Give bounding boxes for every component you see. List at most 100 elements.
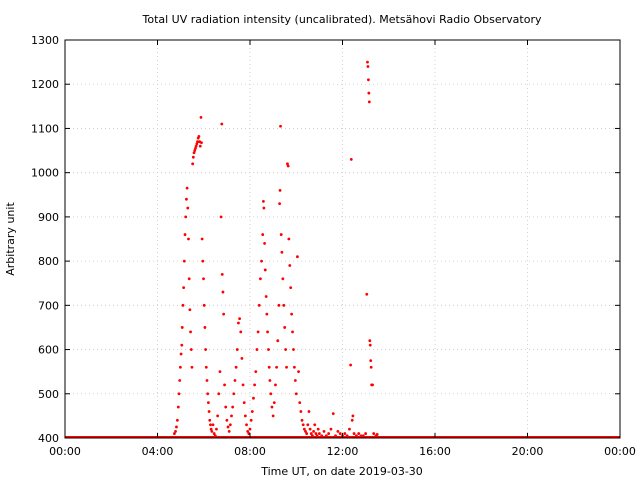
data-point xyxy=(187,277,191,281)
data-point xyxy=(266,330,269,334)
data-point xyxy=(279,233,283,236)
data-point xyxy=(211,423,215,427)
data-point xyxy=(349,158,353,161)
data-point xyxy=(269,392,273,396)
data-point xyxy=(177,392,181,396)
x-tick-label: 12:00 xyxy=(327,445,359,458)
data-point xyxy=(260,259,263,263)
data-point xyxy=(202,277,205,281)
data-point xyxy=(278,188,282,192)
data-point xyxy=(223,383,226,387)
data-point xyxy=(285,365,288,369)
data-point xyxy=(172,432,176,435)
data-point xyxy=(212,432,216,435)
data-point xyxy=(192,151,196,155)
data-point xyxy=(275,365,278,369)
data-point xyxy=(250,410,254,413)
data-point xyxy=(213,434,217,438)
data-point xyxy=(216,414,220,418)
data-point xyxy=(311,434,314,438)
data-point xyxy=(180,326,184,329)
data-point xyxy=(367,91,371,95)
data-point xyxy=(294,392,298,396)
data-point xyxy=(176,405,180,409)
y-tick-label: 900 xyxy=(38,211,59,224)
chart-title: Total UV radiation intensity (uncalibrat… xyxy=(142,13,542,26)
data-point xyxy=(305,432,309,435)
data-point xyxy=(254,370,258,374)
data-point xyxy=(261,233,265,236)
data-point xyxy=(227,429,231,433)
data-point xyxy=(296,255,299,259)
data-point xyxy=(350,418,354,422)
data-point xyxy=(298,401,302,405)
data-point xyxy=(274,383,277,387)
data-point xyxy=(262,200,265,203)
grid xyxy=(65,40,620,438)
data-point xyxy=(183,233,187,236)
y-tick-label: 600 xyxy=(38,344,59,357)
x-tick-label: 00:00 xyxy=(604,445,636,458)
data-point xyxy=(219,215,223,219)
data-point xyxy=(222,312,226,316)
data-point xyxy=(369,359,373,363)
data-point xyxy=(228,423,232,427)
data-point xyxy=(180,343,184,347)
data-point xyxy=(189,330,192,334)
data-point xyxy=(246,429,250,433)
data-point xyxy=(187,237,190,241)
data-point xyxy=(367,78,370,82)
data-points xyxy=(172,60,379,438)
data-point xyxy=(268,379,272,382)
data-point xyxy=(194,146,197,150)
data-point xyxy=(334,434,337,438)
data-point xyxy=(315,434,319,438)
data-point xyxy=(225,418,229,422)
data-point xyxy=(343,432,347,435)
data-point xyxy=(331,412,335,416)
data-point xyxy=(307,410,311,413)
data-point xyxy=(234,365,238,369)
data-point xyxy=(322,429,326,433)
data-point xyxy=(182,259,186,263)
y-tick-label: 800 xyxy=(38,255,59,268)
data-point xyxy=(283,326,287,329)
data-point xyxy=(270,405,274,409)
data-point xyxy=(300,418,304,422)
data-point xyxy=(200,237,204,241)
data-point xyxy=(375,433,379,436)
data-point xyxy=(263,242,266,245)
y-tick-label: 1000 xyxy=(31,167,59,180)
data-point xyxy=(181,303,185,307)
data-point xyxy=(349,363,352,367)
data-point xyxy=(191,155,195,159)
y-tick-label: 1200 xyxy=(31,78,59,91)
data-point xyxy=(290,312,294,316)
y-axis-label: Arbitrary unit xyxy=(4,202,17,276)
data-point xyxy=(184,215,188,219)
data-point xyxy=(202,303,206,307)
data-point xyxy=(190,365,194,369)
data-point xyxy=(230,414,233,418)
data-point xyxy=(302,427,306,431)
data-point xyxy=(239,330,243,334)
data-point xyxy=(267,365,271,369)
data-point xyxy=(288,264,292,267)
x-tick-label: 08:00 xyxy=(234,445,266,458)
data-point xyxy=(272,401,276,405)
y-tick-label: 1100 xyxy=(31,122,59,135)
data-point xyxy=(208,418,212,422)
data-point xyxy=(203,326,207,329)
data-point xyxy=(197,135,201,138)
data-point xyxy=(368,339,372,343)
data-point xyxy=(304,429,307,433)
data-point xyxy=(178,379,182,382)
data-point xyxy=(313,423,317,427)
data-point xyxy=(205,379,209,382)
data-point xyxy=(175,425,178,429)
x-tick-label: 20:00 xyxy=(512,445,544,458)
data-point xyxy=(174,429,177,433)
data-point xyxy=(248,427,252,431)
y-tick-label: 1300 xyxy=(31,34,59,47)
data-point xyxy=(245,423,248,427)
